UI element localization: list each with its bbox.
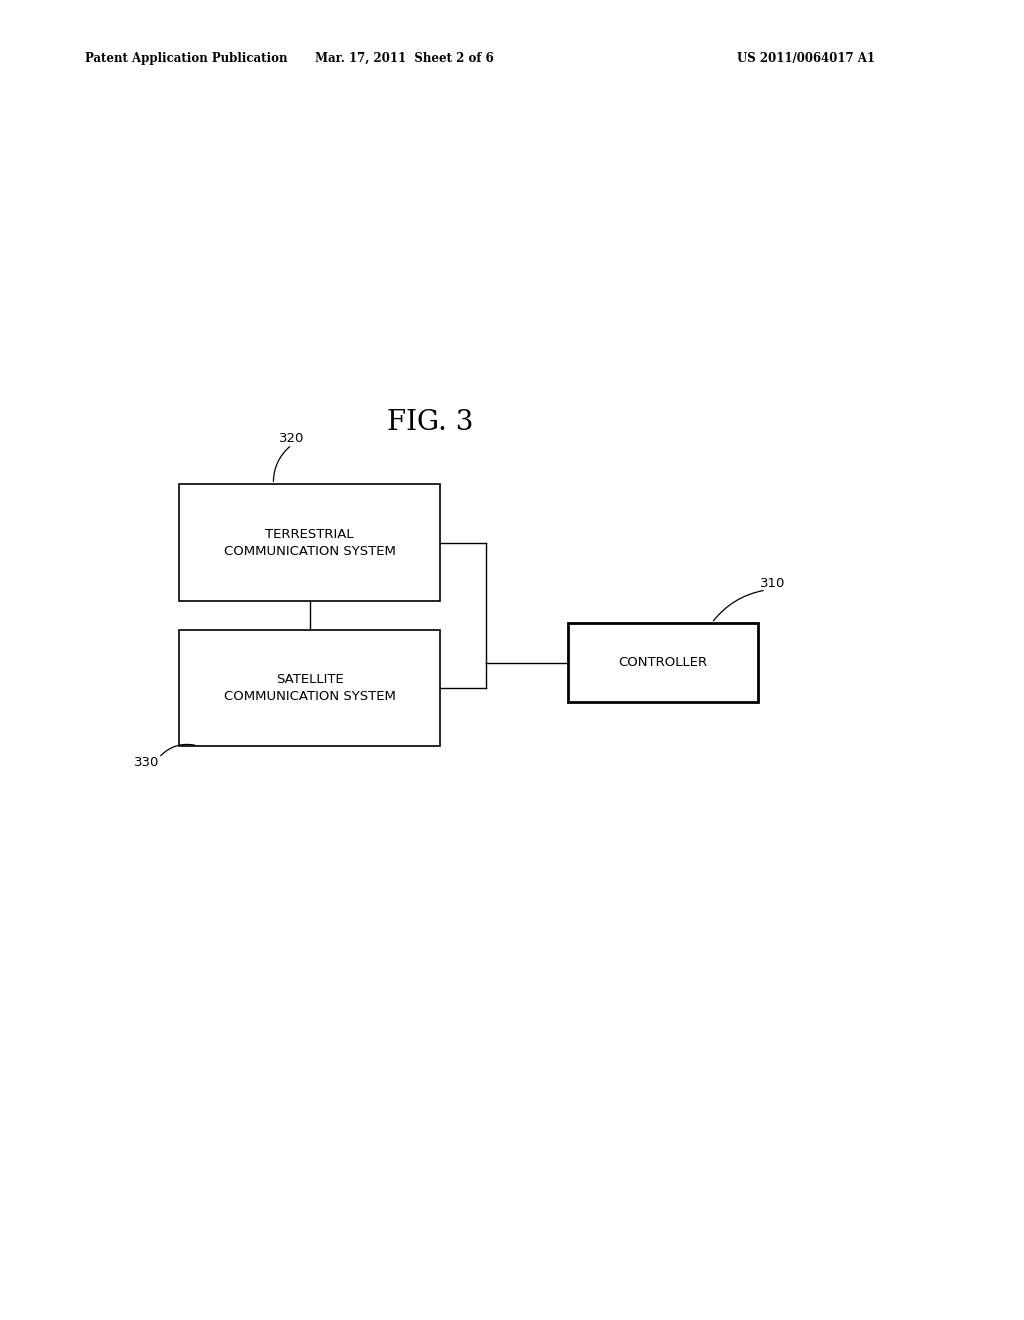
Text: CONTROLLER: CONTROLLER xyxy=(618,656,708,669)
Bar xyxy=(179,484,440,601)
Text: TERRESTRIAL
COMMUNICATION SYSTEM: TERRESTRIAL COMMUNICATION SYSTEM xyxy=(224,528,395,557)
Text: FIG. 3: FIG. 3 xyxy=(387,409,473,436)
Bar xyxy=(179,630,440,746)
Text: Patent Application Publication: Patent Application Publication xyxy=(85,51,288,65)
Bar xyxy=(568,623,758,702)
Text: SATELLITE
COMMUNICATION SYSTEM: SATELLITE COMMUNICATION SYSTEM xyxy=(224,673,395,702)
Text: US 2011/0064017 A1: US 2011/0064017 A1 xyxy=(737,51,876,65)
Text: Mar. 17, 2011  Sheet 2 of 6: Mar. 17, 2011 Sheet 2 of 6 xyxy=(315,51,494,65)
Text: 330: 330 xyxy=(134,756,159,770)
Text: 310: 310 xyxy=(761,577,785,590)
Text: 320: 320 xyxy=(280,432,304,445)
